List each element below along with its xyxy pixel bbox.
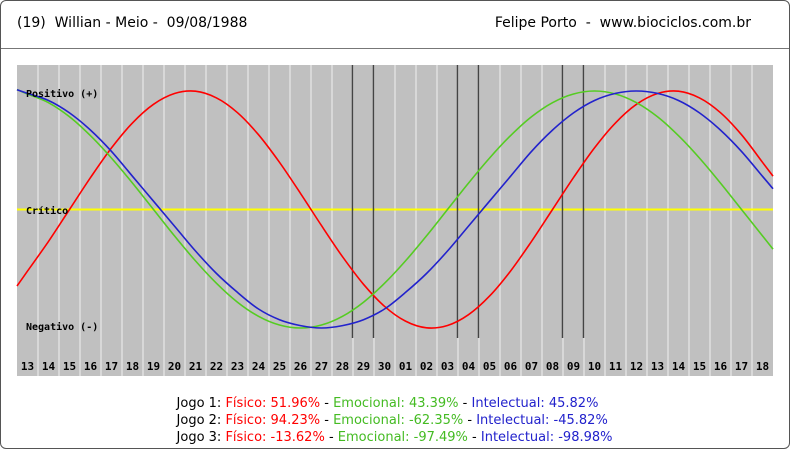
legend-label: Jogo 2: (176, 413, 222, 428)
x-tick-label: 27 (315, 360, 328, 373)
x-tick-label: 15 (63, 360, 76, 373)
legend-fisico: Físico: 51.96% (225, 396, 321, 411)
x-tick-label: 15 (693, 360, 706, 373)
x-tick-label: 05 (483, 360, 496, 373)
x-tick-label: 13 (21, 360, 34, 373)
emocional-line (16, 88, 774, 329)
x-tick-label: 09 (567, 360, 580, 373)
x-tick-label: 12 (630, 360, 643, 373)
x-tick-label: 18 (126, 360, 139, 373)
x-tick-label: 21 (189, 360, 203, 373)
legend-row-jogo-3: Jogo 3: Físico: -13.62% - Emocional: -97… (160, 412, 613, 463)
legend-intelectual: Intelectual: -45.82% (476, 413, 608, 428)
intelectual-line (16, 89, 774, 329)
x-tick-label: 06 (504, 360, 518, 373)
legend-separator: - (320, 413, 334, 428)
x-tick-label: 02 (420, 360, 433, 373)
fisico-line (16, 90, 774, 329)
x-tick-label: 07 (525, 360, 538, 373)
y-label-positivo: Positivo (+) (26, 88, 98, 100)
legend-separator: - (467, 430, 481, 445)
y-label-critico: Crítico (26, 205, 68, 217)
chart-title: (19) Willian - Meio - 09/08/1988 (17, 15, 248, 31)
x-tick-label: 03 (441, 360, 454, 373)
legend-separator: - (320, 396, 334, 411)
legend-separator: - (458, 396, 472, 411)
x-tick-label: 25 (273, 360, 286, 373)
legend-intelectual: Intelectual: 45.82% (471, 396, 599, 411)
legend-emocional: Emocional: -97.49% (337, 430, 468, 445)
x-tick-label: 04 (462, 360, 476, 373)
x-tick-label: 23 (231, 360, 244, 373)
legend-emocional: Emocional: -62.35% (333, 413, 464, 428)
legend-row-jogo-2: Jogo 2: Físico: 94.23% - Emocional: -62.… (160, 395, 608, 446)
x-tick-label: 17 (105, 360, 118, 373)
y-label-negativo: Negativo (-) (26, 321, 98, 333)
legend-label: Jogo 3: (176, 430, 222, 445)
legend-separator: - (463, 413, 477, 428)
x-tick-label: 20 (168, 360, 181, 373)
x-tick-label: 10 (588, 360, 601, 373)
x-tick-label: 08 (546, 360, 559, 373)
biorhythm-chart: Positivo (+) Crítico Negativo (-) 13 14 15 16 1… (16, 65, 774, 376)
x-tick-label: 14 (42, 360, 56, 373)
legend-fisico: Físico: -13.62% (225, 430, 325, 445)
legend-row-jogo-1: Jogo 1: Físico: 51.96% - Emocional: 43.3… (160, 378, 599, 429)
x-tick-label: 28 (336, 360, 349, 373)
x-tick-label: 26 (294, 360, 308, 373)
x-tick-label: 22 (210, 360, 223, 373)
x-tick-label: 24 (252, 360, 266, 373)
site-credit: Felipe Porto - www.biociclos.com.br (494, 15, 751, 31)
legend-intelectual: Intelectual: -98.98% (480, 430, 613, 445)
legend-emocional: Emocional: 43.39% (333, 396, 459, 411)
x-tick-label: 30 (378, 360, 391, 373)
legend-label: Jogo 1: (176, 396, 222, 411)
x-tick-label: 13 (651, 360, 664, 373)
x-tick-label: 19 (147, 360, 160, 373)
legend-separator: - (324, 430, 338, 445)
header-bar: (19) Willian - Meio - 09/08/1988 Felipe … (1, 1, 789, 49)
x-tick-label: 29 (357, 360, 370, 373)
x-tick-label: 14 (672, 360, 686, 373)
x-tick-label: 17 (735, 360, 748, 373)
x-tick-label: 18 (756, 360, 769, 373)
legend-fisico: Físico: 94.23% (225, 413, 321, 428)
x-tick-label: 11 (609, 360, 623, 373)
x-tick-label: 16 (714, 360, 728, 373)
x-tick-label: 01 (399, 360, 413, 373)
x-tick-label: 16 (84, 360, 98, 373)
